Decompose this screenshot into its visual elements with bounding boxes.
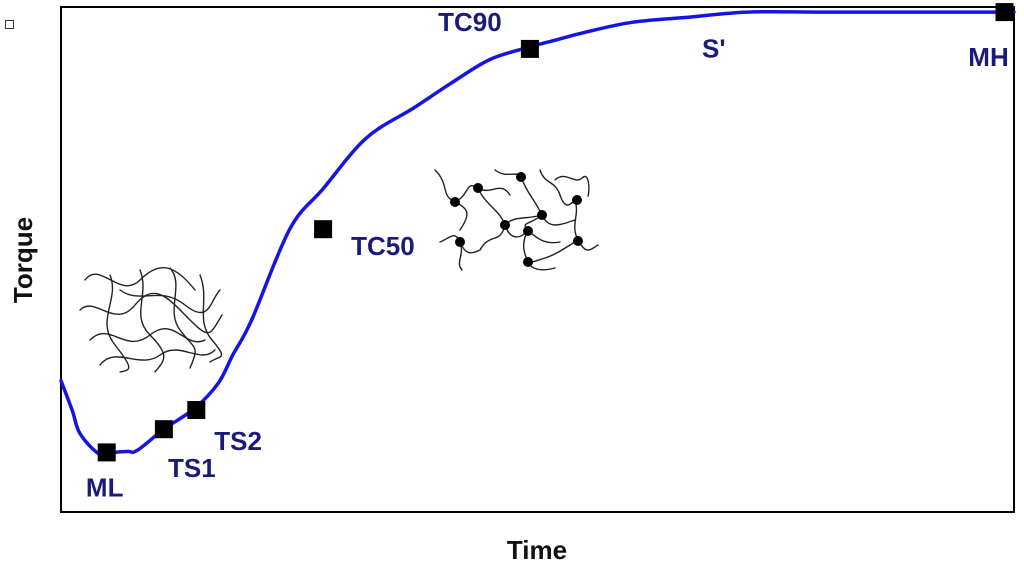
corner-checkbox-mark xyxy=(5,20,14,29)
marker-tc90 xyxy=(520,39,539,58)
cure-point-markers xyxy=(97,3,1014,462)
x-axis-title: Time xyxy=(507,535,567,565)
label-ml: ML xyxy=(86,472,124,502)
plot-frame xyxy=(60,6,1015,513)
label-mh: MH xyxy=(968,42,1008,72)
label-ts2: TS2 xyxy=(214,426,262,456)
y-axis-title: Torque xyxy=(8,217,38,303)
label-s: S' xyxy=(702,34,726,64)
label-ts1: TS1 xyxy=(168,453,216,483)
marker-ts1 xyxy=(154,420,173,439)
marker-ts2 xyxy=(187,401,206,419)
marker-mh xyxy=(995,3,1014,22)
marker-tc50 xyxy=(314,220,333,239)
uncrosslinked-chains-illustration xyxy=(79,267,223,373)
label-tc90: TC90 xyxy=(438,7,502,37)
crosslinked-network-illustration xyxy=(434,169,599,271)
cure-curve-line xyxy=(59,9,1016,457)
marker-ml xyxy=(97,443,116,462)
label-tc50: TC50 xyxy=(351,231,415,261)
